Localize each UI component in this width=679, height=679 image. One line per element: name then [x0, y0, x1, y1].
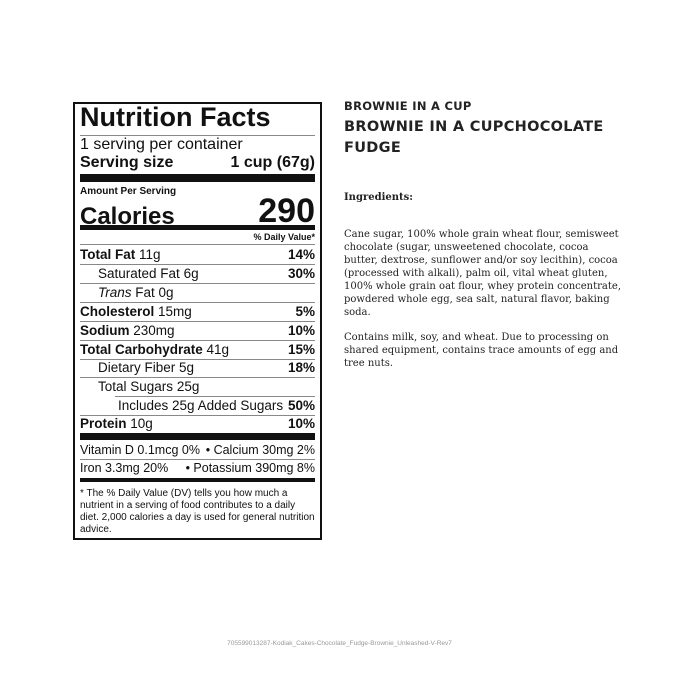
row-dietary-fiber: Dietary Fiber 5g 18%: [98, 360, 315, 375]
row-added-sugars: Includes 25g Added Sugars 50%: [118, 398, 315, 413]
servings-per-container: 1 serving per container: [80, 136, 243, 153]
ingredients-heading: Ingredients:: [344, 192, 413, 203]
serving-size-label: Serving size: [80, 154, 174, 171]
calories-value: 290: [258, 192, 315, 230]
row-total-fat: Total Fat 11g 14%: [80, 247, 315, 262]
nutrition-facts-label: Nutrition Facts 1 serving per container …: [73, 102, 322, 540]
row-trans-fat: Trans Fat 0g: [98, 285, 174, 300]
serving-size: Serving size 1 cup (67g): [80, 154, 315, 172]
row-saturated-fat: Saturated Fat 6g 30%: [98, 266, 315, 281]
vitamin-row-2: Iron 3.3mg 20% • Potassium 390mg 8%: [80, 461, 315, 475]
footnote: * The % Daily Value (DV) tells you how m…: [80, 488, 315, 535]
allergen-statement: Contains milk, soy, and wheat. Due to pr…: [344, 332, 619, 369]
row-total-sugars: Total Sugars 25g: [98, 379, 200, 394]
dv-header: % Daily Value*: [253, 232, 315, 242]
product-info: BROWNIE IN A CUP BROWNIE IN A CUPCHOCOLA…: [344, 100, 624, 370]
product-name: BROWNIE IN A CUP: [344, 99, 472, 113]
vitamin-row-1: Vitamin D 0.1mcg 0% • Calcium 30mg 2%: [80, 443, 315, 457]
file-caption: 705599013287-Kodiak_Cakes-Chocolate_Fudg…: [227, 640, 452, 647]
row-sodium: Sodium 230mg 10%: [80, 323, 315, 338]
ingredients-text: Cane sugar, 100% whole grain wheat flour…: [344, 229, 621, 318]
amount-per-serving: Amount Per Serving: [80, 186, 177, 197]
row-total-carbohydrate: Total Carbohydrate 41g 15%: [80, 342, 315, 357]
row-cholesterol: Cholesterol 15mg 5%: [80, 304, 315, 319]
label-title: Nutrition Facts: [80, 102, 271, 132]
row-protein: Protein 10g 10%: [80, 416, 315, 431]
product-full-name: BROWNIE IN A CUPCHOCOLATE FUDGE: [344, 119, 604, 156]
serving-size-value: 1 cup (67g): [230, 154, 315, 171]
